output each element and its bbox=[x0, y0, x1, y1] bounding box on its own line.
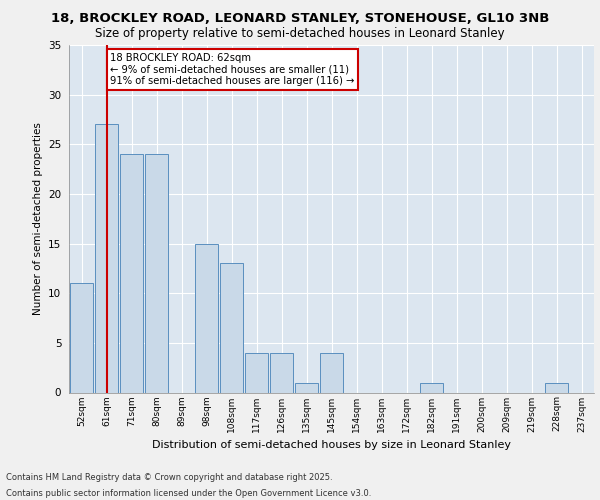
Text: Contains HM Land Registry data © Crown copyright and database right 2025.: Contains HM Land Registry data © Crown c… bbox=[6, 474, 332, 482]
Bar bbox=[220, 264, 244, 392]
X-axis label: Distribution of semi-detached houses by size in Leonard Stanley: Distribution of semi-detached houses by … bbox=[152, 440, 511, 450]
Bar bbox=[70, 284, 94, 393]
Bar bbox=[295, 382, 319, 392]
Bar bbox=[194, 244, 218, 392]
Bar bbox=[145, 154, 169, 392]
Text: Size of property relative to semi-detached houses in Leonard Stanley: Size of property relative to semi-detach… bbox=[95, 28, 505, 40]
Y-axis label: Number of semi-detached properties: Number of semi-detached properties bbox=[32, 122, 43, 315]
Text: 18, BROCKLEY ROAD, LEONARD STANLEY, STONEHOUSE, GL10 3NB: 18, BROCKLEY ROAD, LEONARD STANLEY, STON… bbox=[51, 12, 549, 26]
Bar bbox=[419, 382, 443, 392]
Bar bbox=[119, 154, 143, 392]
Bar bbox=[245, 353, 268, 393]
Text: 18 BROCKLEY ROAD: 62sqm
← 9% of semi-detached houses are smaller (11)
91% of sem: 18 BROCKLEY ROAD: 62sqm ← 9% of semi-det… bbox=[110, 53, 355, 86]
Text: Contains public sector information licensed under the Open Government Licence v3: Contains public sector information licen… bbox=[6, 488, 371, 498]
Bar bbox=[95, 124, 118, 392]
Bar bbox=[545, 382, 568, 392]
Bar bbox=[320, 353, 343, 393]
Bar bbox=[269, 353, 293, 393]
